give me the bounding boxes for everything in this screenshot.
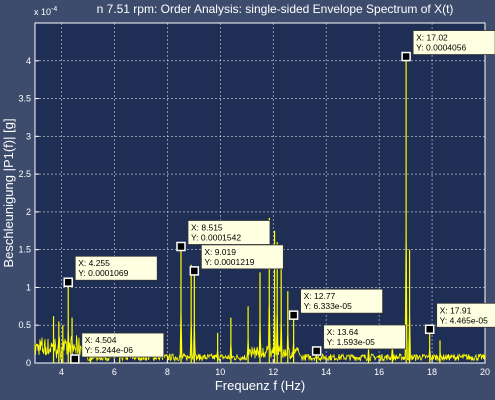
- y-tick-label: 1.5: [18, 245, 31, 255]
- data-tip-marker: [70, 354, 80, 364]
- data-tip-box: [187, 220, 271, 245]
- x-tick-label: 20: [480, 367, 490, 377]
- data-tip-y-label: Y: 0.0004056: [416, 43, 466, 53]
- x-tick-label: 8: [165, 367, 170, 377]
- data-tip-marker: [424, 324, 435, 335]
- y-tick-label: 0: [26, 358, 31, 368]
- x-axis-label: Frequenz f (Hz): [215, 378, 305, 393]
- data-tip-y-label: Y: 4.465e-05: [440, 315, 488, 325]
- data-tip-y-label: Y: 0.0001219: [204, 257, 254, 267]
- data-tip-x-label: X: 17.91: [440, 305, 472, 315]
- y-tick-label: 0.5: [18, 320, 31, 330]
- data-tip[interactable]: X: 12.77Y: 6.333e-05: [288, 288, 384, 320]
- x-tick-label: 10: [215, 367, 225, 377]
- data-tip[interactable]: X: 17.02Y: 0.0004056: [401, 30, 495, 62]
- x-tick-label: 16: [374, 367, 384, 377]
- data-tip-box: [323, 324, 407, 350]
- data-tip-x-label: X: 9.019: [204, 247, 236, 257]
- x-tick-label: 14: [321, 367, 331, 377]
- data-tip-box: [436, 302, 495, 328]
- chart-title: n 7.51 rpm: Order Analysis: single-sided…: [97, 2, 454, 16]
- data-tip-marker: [189, 266, 200, 276]
- data-tip-marker: [288, 310, 299, 320]
- y-tick-label: 2: [26, 207, 31, 217]
- data-tip-x-label: X: 8.515: [191, 222, 223, 232]
- data-tip-x-label: X: 13.64: [327, 327, 359, 337]
- y-axis-label: Beschleunigung |P1(f)| [g]: [1, 118, 16, 267]
- y-tick-label: 4: [26, 56, 31, 66]
- data-tip-marker: [176, 241, 186, 252]
- data-tip-box: [300, 288, 384, 314]
- data-tip-marker: [63, 277, 73, 287]
- data-tip-marker: [401, 51, 411, 62]
- data-tip-y-label: Y: 5.244e-06: [85, 345, 133, 355]
- x-tick-label: 6: [112, 367, 117, 377]
- axes: 4 6 8 10 12 14 16 18 20 0 0.5 1 1.5 2 2.5 3 3.5 4: [18, 56, 490, 377]
- data-tip-box: [200, 244, 284, 270]
- data-tip-y-label: Y: 1.593e-05: [327, 337, 375, 347]
- data-tip-y-label: Y: 0.0001542: [191, 232, 241, 242]
- data-tip-y-label: Y: 6.333e-05: [304, 301, 352, 311]
- y-tick-label: 1: [26, 282, 31, 292]
- data-tip-box: [81, 332, 165, 358]
- x-tick-label: 18: [427, 367, 437, 377]
- y-tick-label: 2.5: [18, 169, 31, 179]
- data-tip[interactable]: X: 17.91Y: 4.465e-05: [424, 302, 495, 335]
- y-tick-label: 3: [26, 131, 31, 141]
- data-tip-box: [74, 255, 158, 281]
- data-tip-x-label: X: 17.02: [416, 33, 448, 43]
- data-tip-marker: [311, 346, 322, 356]
- y-tick-label: 3.5: [18, 94, 31, 104]
- data-tip-box: [412, 30, 495, 55]
- data-tip-x-label: X: 12.77: [304, 291, 336, 301]
- data-tip-y-label: Y: 0.0001069: [78, 268, 128, 278]
- x-tick-label: 12: [268, 367, 278, 377]
- data-tip-x-label: X: 4.255: [78, 258, 110, 268]
- data-tip-x-label: X: 4.504: [85, 335, 117, 345]
- y-exponent-label: x 10-4: [34, 6, 57, 17]
- x-tick-label: 4: [59, 367, 64, 377]
- data-tip[interactable]: X: 13.64Y: 1.593e-05: [311, 324, 407, 356]
